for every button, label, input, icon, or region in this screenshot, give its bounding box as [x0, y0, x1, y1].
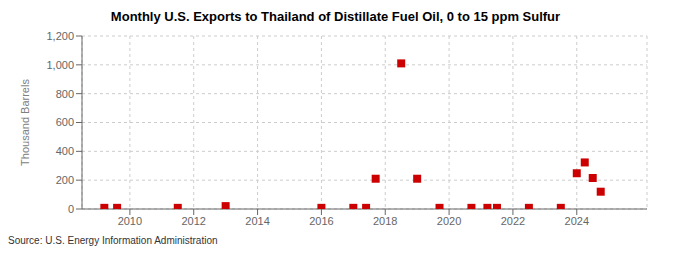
- svg-text:200: 200: [56, 174, 74, 186]
- svg-text:2022: 2022: [501, 215, 525, 227]
- svg-text:Thousand Barrels: Thousand Barrels: [19, 79, 31, 166]
- svg-text:1,000: 1,000: [46, 59, 74, 71]
- svg-text:2010: 2010: [118, 215, 142, 227]
- svg-text:600: 600: [56, 116, 74, 128]
- svg-text:2018: 2018: [373, 215, 397, 227]
- svg-text:2024: 2024: [565, 215, 589, 227]
- svg-text:0: 0: [68, 203, 74, 215]
- svg-text:2020: 2020: [437, 215, 461, 227]
- svg-text:2014: 2014: [245, 215, 269, 227]
- svg-text:2012: 2012: [181, 215, 205, 227]
- html-text:Source: U.S. Energy Informatio: Source: U.S. Energy Information Administ…: [8, 235, 218, 246]
- svg-text:400: 400: [56, 145, 74, 157]
- svg-text:1,200: 1,200: [46, 30, 74, 42]
- svg-text:2016: 2016: [309, 215, 333, 227]
- svg-text:800: 800: [56, 88, 74, 100]
- html-text:Monthly U.S. Exports to Thaila: Monthly U.S. Exports to Thailand of Dist…: [110, 9, 561, 24]
